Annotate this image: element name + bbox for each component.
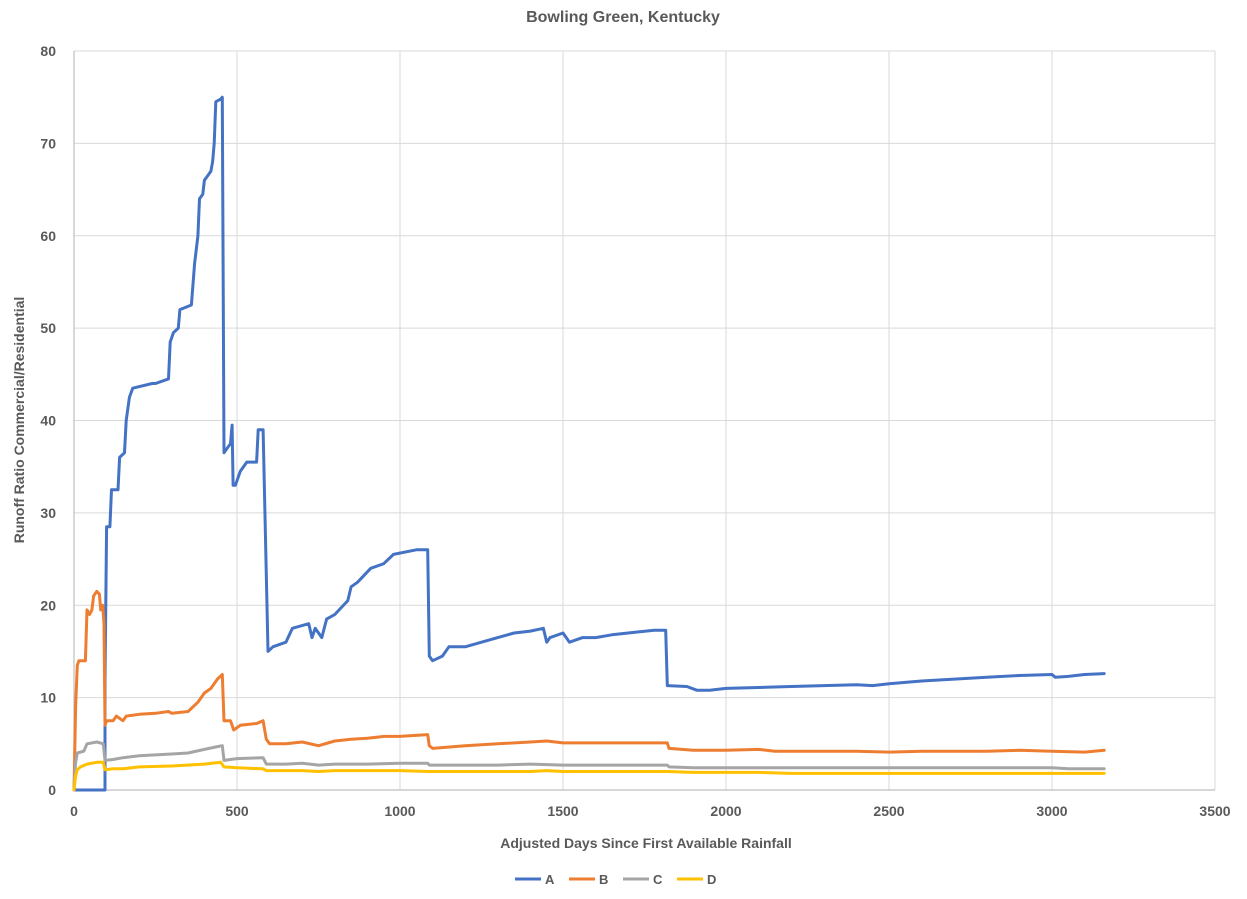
x-tick-label: 2000 (710, 803, 741, 819)
axes (73, 51, 1215, 791)
tick-labels: 0 10 20 30 40 50 60 70 80 0 500 1000 1500 2000 2500 300… (40, 43, 1230, 819)
x-axis-label: Adjusted Days Since First Available Rain… (500, 835, 792, 851)
x-tick-label: 0 (70, 803, 78, 819)
chart-title: Bowling Green, Kentucky (526, 9, 720, 26)
x-tick-label: 3500 (1199, 803, 1230, 819)
x-tick-label: 500 (225, 803, 249, 819)
legend: A B C D (515, 872, 716, 887)
series-line-d (72, 760, 1106, 792)
x-tick-label: 1000 (384, 803, 415, 819)
y-tick-label: 40 (40, 413, 56, 429)
y-tick-label: 10 (40, 690, 56, 706)
y-tick-label: 80 (40, 43, 56, 59)
legend-label-a: A (545, 872, 555, 887)
series-line-a (72, 95, 1106, 792)
series-line-c (72, 740, 1106, 792)
y-tick-label: 70 (40, 135, 56, 151)
legend-label-d: D (707, 872, 716, 887)
x-tick-label: 1500 (547, 803, 578, 819)
x-tick-label: 3000 (1036, 803, 1067, 819)
y-tick-label: 20 (40, 597, 56, 613)
y-tick-label: 60 (40, 228, 56, 244)
y-axis-label: Runoff Ratio Commercial/Residential (11, 297, 27, 544)
y-tick-label: 0 (48, 782, 56, 798)
x-tick-label: 2500 (873, 803, 904, 819)
y-tick-label: 50 (40, 320, 56, 336)
grid (74, 50, 1216, 790)
legend-label-b: B (599, 872, 608, 887)
y-tick-label: 30 (40, 505, 56, 521)
series-lines (72, 95, 1106, 792)
series-line-b (72, 589, 1106, 792)
legend-label-c: C (653, 872, 663, 887)
